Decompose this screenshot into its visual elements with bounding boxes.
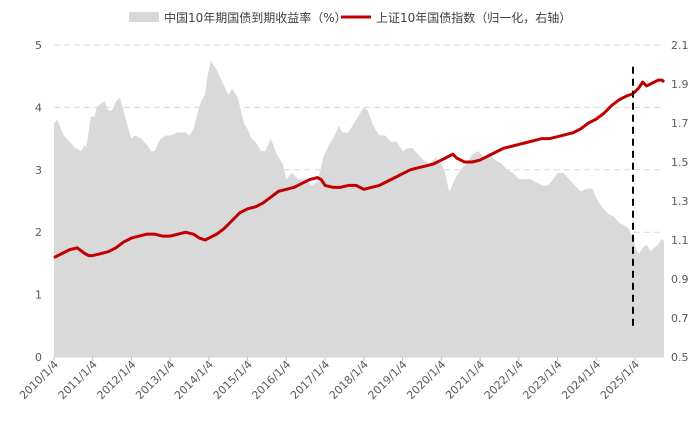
y-left-tick-label-1: 1 bbox=[35, 289, 42, 302]
y-right-tick-label-6: 1.7 bbox=[671, 117, 689, 130]
series-index-line bbox=[53, 78, 666, 259]
x-tick-label-4: 2014/1/4 bbox=[172, 358, 216, 402]
x-tick-label-14: 2024/1/4 bbox=[559, 358, 603, 402]
y-left-tick-label-3: 3 bbox=[35, 164, 42, 177]
legend: 中国10年期国债到期收益率（%） 上证10年国债指数（归一化，右轴） bbox=[129, 10, 571, 25]
x-tick-label-15: 2025/1/4 bbox=[598, 358, 642, 402]
y-right-tick-label-3: 1.1 bbox=[671, 234, 689, 247]
x-tick-label-5: 2015/1/4 bbox=[211, 358, 255, 402]
y-right-tick-label-1: 0.7 bbox=[671, 312, 689, 325]
x-tick-label-2: 2012/1/4 bbox=[94, 358, 138, 402]
x-tick-label-11: 2021/1/4 bbox=[443, 358, 487, 402]
right-axis: 0.5 0.7 0.9 1.1 1.3 1.5 1.7 1.9 2.1 bbox=[671, 39, 689, 364]
y-left-tick-label-4: 4 bbox=[35, 101, 42, 114]
y-right-tick-label-5: 1.5 bbox=[671, 156, 689, 169]
y-right-tick-label-2: 0.9 bbox=[671, 273, 689, 286]
y-left-tick-label-5: 5 bbox=[35, 39, 42, 52]
legend-label-index: 上证10年国债指数（归一化，右轴） bbox=[376, 10, 571, 25]
x-tick-label-13: 2023/1/4 bbox=[520, 358, 564, 402]
x-tick-label-1: 2011/1/4 bbox=[56, 358, 100, 402]
series-yield-area bbox=[54, 60, 664, 357]
series-line-layer bbox=[53, 78, 666, 259]
x-tick-label-12: 2022/1/4 bbox=[482, 358, 526, 402]
y-left-tick-label-0: 0 bbox=[35, 351, 42, 364]
y-right-tick-label-7: 1.9 bbox=[671, 78, 689, 91]
y-right-tick-label-4: 1.3 bbox=[671, 195, 689, 208]
legend-swatch-yield bbox=[129, 12, 159, 22]
x-axis: 2010/1/42011/1/42012/1/42013/1/42014/1/4… bbox=[17, 356, 664, 402]
y-right-tick-label-8: 2.1 bbox=[671, 39, 689, 52]
x-tick-label-6: 2016/1/4 bbox=[249, 358, 293, 402]
x-tick-label-10: 2020/1/4 bbox=[404, 358, 448, 402]
x-tick-label-0: 2010/1/4 bbox=[17, 358, 61, 402]
x-tick-label-3: 2013/1/4 bbox=[133, 358, 177, 402]
y-left-tick-label-2: 2 bbox=[35, 226, 42, 239]
series-area-layer bbox=[54, 60, 664, 357]
legend-label-yield: 中国10年期国债到期收益率（%） bbox=[164, 10, 347, 25]
x-tick-label-8: 2018/1/4 bbox=[327, 358, 371, 402]
left-axis: 0 1 2 3 4 5 bbox=[35, 39, 42, 364]
x-tick-label-9: 2019/1/4 bbox=[366, 358, 410, 402]
y-right-tick-label-0: 0.5 bbox=[671, 351, 689, 364]
x-tick-label-7: 2017/1/4 bbox=[288, 358, 332, 402]
